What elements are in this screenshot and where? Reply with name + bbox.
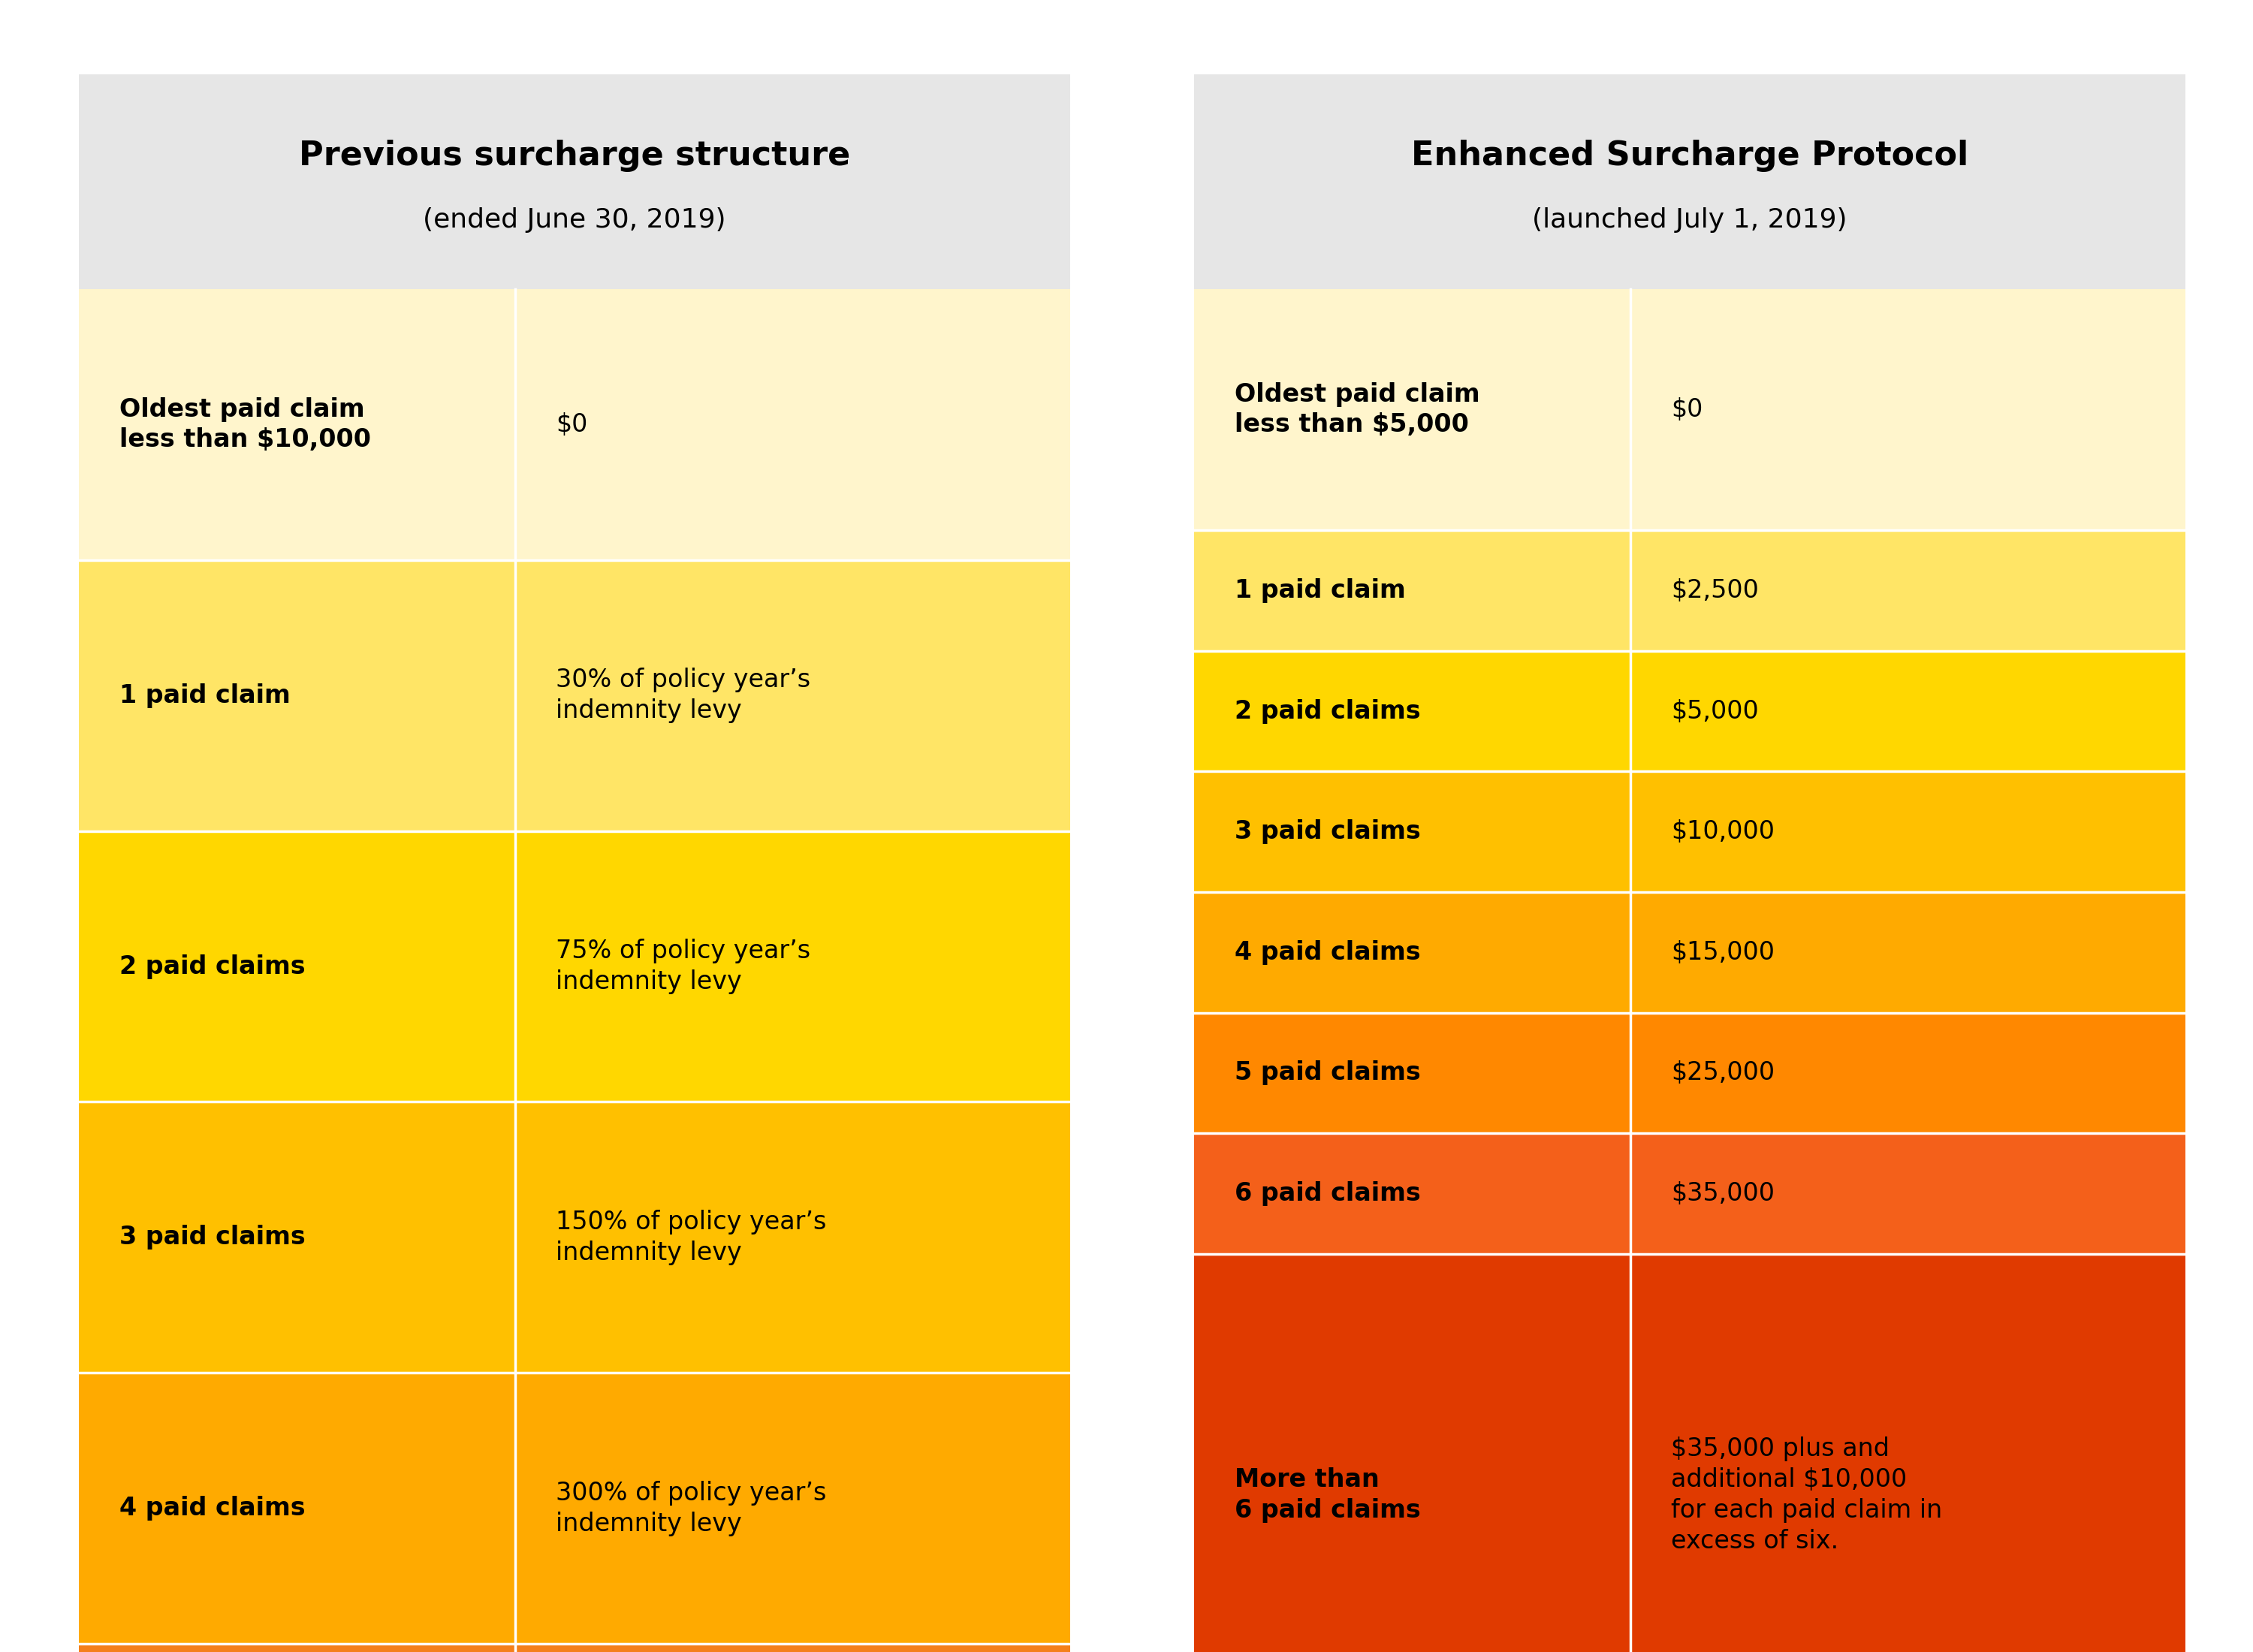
Text: 4 paid claims: 4 paid claims (119, 1497, 306, 1521)
Text: 3 paid claims: 3 paid claims (1235, 819, 1422, 844)
Text: Oldest paid claim
less than $10,000: Oldest paid claim less than $10,000 (119, 396, 372, 453)
Text: Oldest paid claim
less than $5,000: Oldest paid claim less than $5,000 (1235, 382, 1480, 438)
FancyBboxPatch shape (1194, 892, 2185, 1013)
FancyBboxPatch shape (79, 289, 1070, 560)
Text: $15,000: $15,000 (1672, 940, 1775, 965)
FancyBboxPatch shape (1194, 74, 2185, 289)
Text: 75% of policy year’s
indemnity levy: 75% of policy year’s indemnity levy (556, 938, 811, 995)
Text: $2,500: $2,500 (1672, 578, 1760, 603)
FancyBboxPatch shape (1194, 289, 2185, 530)
FancyBboxPatch shape (79, 1373, 1070, 1644)
FancyBboxPatch shape (79, 1102, 1070, 1373)
Text: $0: $0 (1672, 396, 1703, 421)
FancyBboxPatch shape (1194, 1013, 2185, 1133)
Text: 5 paid claims: 5 paid claims (1235, 1061, 1422, 1085)
Text: $10,000: $10,000 (1672, 819, 1775, 844)
FancyBboxPatch shape (79, 74, 1070, 289)
Text: 30% of policy year’s
indemnity levy: 30% of policy year’s indemnity levy (556, 667, 811, 724)
Text: 1 paid claim: 1 paid claim (1235, 578, 1406, 603)
Text: 3 paid claims: 3 paid claims (119, 1226, 306, 1251)
FancyBboxPatch shape (1194, 771, 2185, 892)
Text: 2 paid claims: 2 paid claims (119, 955, 306, 980)
FancyBboxPatch shape (79, 831, 1070, 1102)
Text: Previous surcharge structure: Previous surcharge structure (300, 140, 849, 172)
Text: 300% of policy year’s
indemnity levy: 300% of policy year’s indemnity levy (556, 1480, 827, 1536)
Text: $25,000: $25,000 (1672, 1061, 1775, 1085)
FancyBboxPatch shape (1194, 530, 2185, 651)
Text: (ended June 30, 2019): (ended June 30, 2019) (424, 208, 725, 233)
FancyBboxPatch shape (1194, 1133, 2185, 1254)
Text: 6 paid claims: 6 paid claims (1235, 1181, 1422, 1206)
Text: $35,000 plus and
additional $10,000
for each paid claim in
excess of six.: $35,000 plus and additional $10,000 for … (1672, 1437, 1942, 1553)
Text: $5,000: $5,000 (1672, 699, 1760, 724)
Text: 150% of policy year’s
indemnity levy: 150% of policy year’s indemnity levy (556, 1209, 827, 1265)
Text: 2 paid claims: 2 paid claims (1235, 699, 1422, 724)
Text: Enhanced Surcharge Protocol: Enhanced Surcharge Protocol (1410, 140, 1969, 172)
Text: 4 paid claims: 4 paid claims (1235, 940, 1422, 965)
FancyBboxPatch shape (79, 560, 1070, 831)
Text: $35,000: $35,000 (1672, 1181, 1775, 1206)
Text: More than
6 paid claims: More than 6 paid claims (1235, 1467, 1422, 1523)
FancyBboxPatch shape (1194, 1254, 2185, 1652)
FancyBboxPatch shape (1194, 651, 2185, 771)
Text: (launched July 1, 2019): (launched July 1, 2019) (1532, 208, 1847, 233)
Text: $0: $0 (556, 413, 588, 438)
Text: 1 paid claim: 1 paid claim (119, 684, 291, 707)
FancyBboxPatch shape (79, 1644, 1070, 1652)
